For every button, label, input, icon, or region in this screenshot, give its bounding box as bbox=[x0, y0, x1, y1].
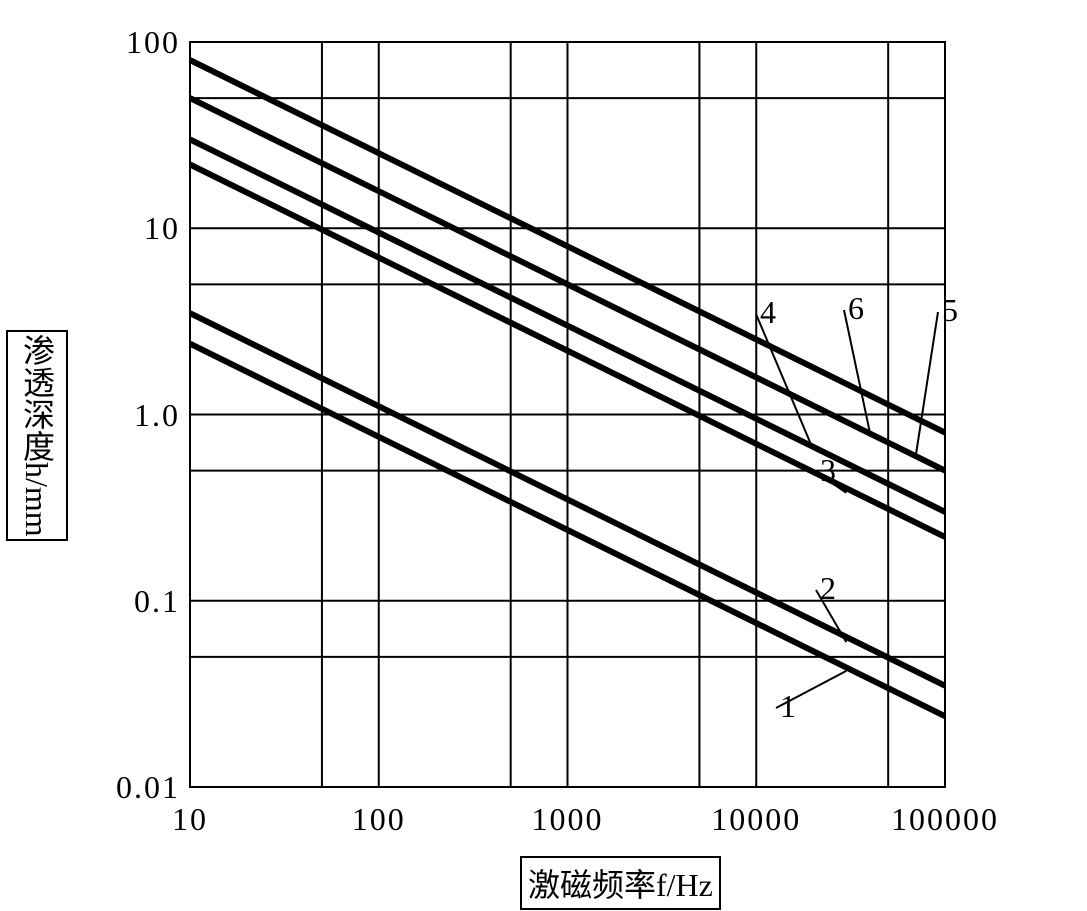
series-label-4: 4 bbox=[760, 294, 776, 331]
y-tick: 0.1 bbox=[60, 583, 180, 620]
y-tick: 100 bbox=[60, 24, 180, 61]
x-tick: 100 bbox=[352, 801, 406, 838]
x-tick: 10000 bbox=[711, 801, 801, 838]
page: 渗透深度h/mm 激磁频率f/Hz 0.01 0.1 1.0 10 100 10 100 1… bbox=[0, 0, 1087, 911]
x-tick: 10 bbox=[172, 801, 208, 838]
y-tick: 10 bbox=[60, 210, 180, 247]
series-label-1: 1 bbox=[780, 688, 796, 725]
x-tick: 100000 bbox=[891, 801, 999, 838]
series-label-6: 6 bbox=[848, 290, 864, 327]
y-tick: 1.0 bbox=[60, 397, 180, 434]
series-label-3: 3 bbox=[820, 452, 836, 489]
series-label-2: 2 bbox=[820, 570, 836, 607]
series-label-5: 5 bbox=[942, 292, 958, 329]
x-tick: 1000 bbox=[532, 801, 604, 838]
x-axis-label: 激磁频率f/Hz bbox=[520, 856, 721, 910]
y-axis-label: 渗透深度h/mm bbox=[6, 330, 68, 541]
y-tick: 0.01 bbox=[60, 769, 180, 806]
